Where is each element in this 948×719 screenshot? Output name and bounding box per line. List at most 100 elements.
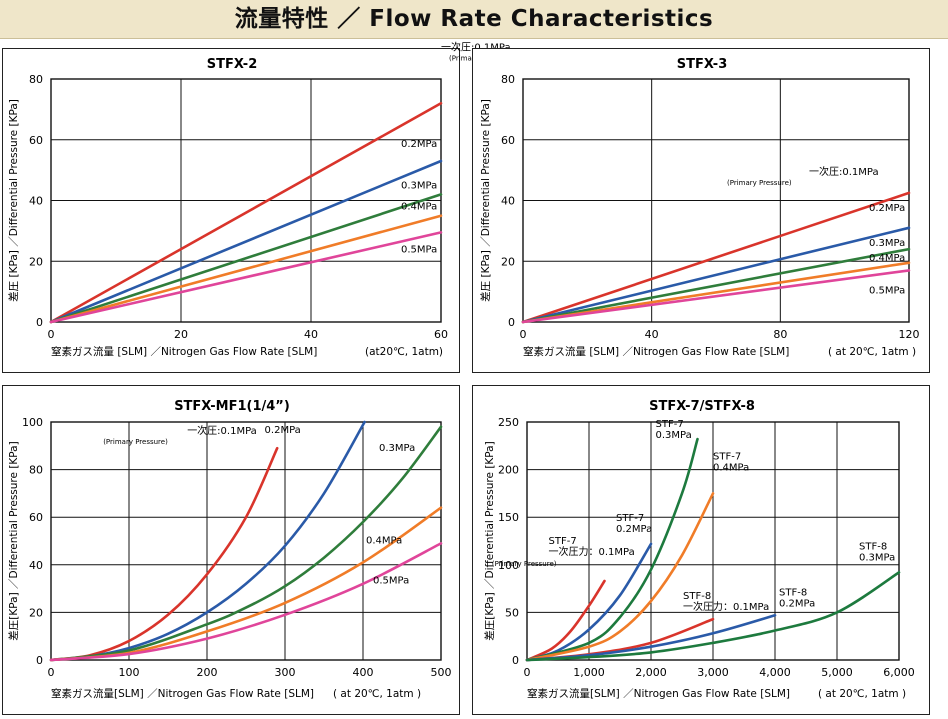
plot-frame [50, 78, 442, 323]
series-label-line: STF-8 [683, 591, 711, 602]
plot-frame [522, 78, 910, 323]
x-tick-label: 3,000 [697, 666, 729, 679]
series-label: 0.3MPa [869, 238, 905, 249]
x-tick-label: 2,000 [635, 666, 667, 679]
x-tick-label: 300 [275, 666, 296, 679]
series-sublabel: (Primary Pressure) [492, 560, 557, 568]
series-line [521, 226, 911, 324]
x-axis-condition-note: ( at 20℃, 1atm ) [333, 688, 421, 700]
chart-title: STFX-2 [207, 57, 258, 72]
series-label-line: 0.3MPa [859, 552, 895, 563]
x-tick-label: 0 [520, 328, 527, 341]
x-axis-label: 窒素ガス流量 [SLM] ／Nitrogen Gas Flow Rate [SL… [51, 345, 317, 358]
y-tick-label: 20 [501, 255, 515, 268]
chart-stfx-2: STFX-2 0 20 40 60 0 20 40 60 80 窒素ガス流量 [SLM] ／Nitr… [7, 40, 514, 358]
series-line [49, 102, 443, 324]
x-tick-label: 0 [48, 666, 55, 679]
series-label: 0.5MPa [869, 285, 905, 296]
y-tick-label: 60 [501, 134, 515, 147]
series-sublabel: (Primary Pressure) [727, 179, 792, 187]
series-label-line: STF-8 [779, 587, 807, 598]
series-label: 0.2MPa [265, 425, 301, 436]
series-label-line: 0.2MPa [616, 524, 652, 535]
series-label: 0.5MPa [373, 575, 409, 586]
x-tick-label: 6,000 [883, 666, 915, 679]
x-tick-label: 40 [645, 328, 659, 341]
plot-frame [526, 421, 900, 661]
y-tick-label: 0 [512, 654, 519, 667]
y-tick-label: 150 [498, 511, 519, 524]
series-label-line: 一次圧力：0.1MPa [683, 600, 769, 613]
y-tick-label: 40 [29, 195, 43, 208]
y-tick-label: 80 [29, 73, 43, 86]
x-axis-label: 窒素ガス流量[SLM] ／Nitrogen Gas Flow Rate [SLM… [527, 687, 790, 700]
series-label: 0.3MPa [379, 443, 415, 454]
series-line [521, 247, 911, 324]
series-line [49, 159, 443, 324]
chart-stfx-3: STFX-3 0 40 80 120 0 20 40 60 80 窒素ガス流量 [SLM] ／Nit… [479, 57, 920, 358]
series-label: 0.2MPa [869, 203, 905, 214]
x-tick-label: 80 [773, 328, 787, 341]
chart-title: STFX-7/STFX-8 [649, 399, 755, 414]
series-label-group: STF-70.2MPa [616, 513, 652, 535]
y-tick-label: 80 [501, 73, 515, 86]
x-axis-condition-note: ( at 20℃, 1atm ) [818, 688, 906, 700]
series-label-group: STF-70.4MPa [713, 451, 749, 473]
y-tick-label: 60 [29, 511, 43, 524]
x-tick-label: 5,000 [821, 666, 853, 679]
series-label: 0.3MPa [401, 180, 437, 191]
y-tick-label: 200 [498, 464, 519, 477]
series-line [521, 269, 911, 324]
series-label: 0.4MPa [366, 536, 402, 547]
series-label-line: 一次圧力：0.1MPa [549, 545, 635, 558]
x-tick-label: 40 [304, 328, 318, 341]
chart-stfx-7-8: STFX-7/STFX-8 0 1,000 2,000 3,000 4,000 5,000 6… [483, 399, 915, 700]
chart-title: STFX-MF1(1/4”) [174, 399, 290, 414]
y-tick-label: 0 [36, 316, 43, 329]
series-label-line: STF-7 [549, 536, 577, 547]
x-tick-label: 1,000 [573, 666, 605, 679]
series-line [521, 191, 911, 324]
x-axis-condition-note: ( at 20℃, 1atm ) [828, 346, 916, 358]
series-sublabel: (Primary Pressure) [103, 438, 168, 446]
x-axis-label: 窒素ガス流量[SLM] ／Nitrogen Gas Flow Rate [SLM… [51, 687, 314, 700]
x-tick-label: 0 [524, 666, 531, 679]
y-axis-label: 差圧[KPa] ／Differential Pressure [KPa] [483, 441, 496, 640]
y-tick-label: 100 [22, 416, 43, 429]
page-banner: 流量特性 ／ Flow Rate Characteristics [0, 0, 948, 39]
series-line [525, 437, 699, 662]
series-line [525, 571, 901, 662]
series-line [49, 193, 443, 324]
series-label-group: STF-80.3MPa [859, 541, 895, 563]
series-line [525, 579, 606, 662]
chart-panel-stfx-2: STFX-2 0 20 40 60 0 20 40 60 80 窒素ガス流量 [SLM] ／Nitr… [2, 40, 514, 373]
x-tick-label: 100 [119, 666, 140, 679]
series-label-group: STF-70.3MPa [656, 419, 692, 441]
series-label: 0.4MPa [401, 202, 437, 213]
y-tick-label: 50 [505, 606, 519, 619]
series-label: 一次圧:0.1MPa [187, 424, 257, 437]
x-tick-label: 500 [431, 666, 452, 679]
x-tick-label: 120 [899, 328, 920, 341]
chart-panel-stfx-mf1: STFX-MF1(1/4”) 0 100 200 300 400 500 0 20 40 60 80 1… [2, 385, 460, 715]
series-label: 一次圧:0.1MPa [809, 165, 879, 178]
y-tick-label: 100 [498, 559, 519, 572]
page-title: 流量特性 ／ Flow Rate Characteristics [234, 6, 714, 32]
plot-frame [50, 421, 442, 661]
y-axis-label: 差圧 [KPa] ／Differential Pressure [KPa] [479, 99, 492, 302]
chart-panel-stfx-3: STFX-3 0 40 80 120 0 20 40 60 80 窒素ガス流量 [SLM] ／Nit… [472, 48, 930, 373]
series-label-line: 0.2MPa [779, 598, 815, 609]
x-tick-label: 20 [174, 328, 188, 341]
series-label-group: STF-80.2MPa [779, 587, 815, 609]
y-tick-label: 0 [508, 316, 515, 329]
y-tick-label: 20 [29, 606, 43, 619]
y-tick-label: 250 [498, 416, 519, 429]
series-line [49, 425, 443, 662]
x-tick-label: 200 [197, 666, 218, 679]
y-tick-label: 80 [29, 464, 43, 477]
y-axis-label: 差圧 [KPa] ／Differential Pressure [KPa] [7, 99, 20, 302]
x-axis-condition-note: (at20℃, 1atm) [365, 346, 443, 358]
chart-panel-stfx-7-8: STFX-7/STFX-8 0 1,000 2,000 3,000 4,000 5,000 6… [472, 385, 930, 715]
